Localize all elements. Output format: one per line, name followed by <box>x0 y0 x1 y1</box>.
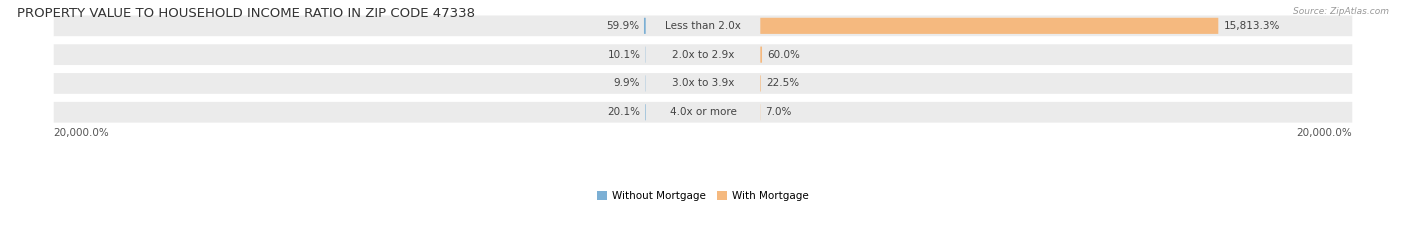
Text: Less than 2.0x: Less than 2.0x <box>665 21 741 31</box>
FancyBboxPatch shape <box>53 44 1353 65</box>
FancyBboxPatch shape <box>761 18 1219 34</box>
Text: 20.1%: 20.1% <box>607 107 640 117</box>
Text: 3.0x to 3.9x: 3.0x to 3.9x <box>672 79 734 89</box>
FancyBboxPatch shape <box>53 102 1353 123</box>
FancyBboxPatch shape <box>53 15 1353 36</box>
Text: 59.9%: 59.9% <box>606 21 638 31</box>
Text: 7.0%: 7.0% <box>766 107 792 117</box>
Text: 20,000.0%: 20,000.0% <box>1296 128 1353 138</box>
FancyBboxPatch shape <box>761 47 762 63</box>
Text: 10.1%: 10.1% <box>607 50 640 60</box>
Text: PROPERTY VALUE TO HOUSEHOLD INCOME RATIO IN ZIP CODE 47338: PROPERTY VALUE TO HOUSEHOLD INCOME RATIO… <box>17 7 475 20</box>
Text: 2.0x to 2.9x: 2.0x to 2.9x <box>672 50 734 60</box>
Text: Source: ZipAtlas.com: Source: ZipAtlas.com <box>1294 7 1389 16</box>
Text: 9.9%: 9.9% <box>614 79 640 89</box>
Text: 15,813.3%: 15,813.3% <box>1223 21 1279 31</box>
Text: 4.0x or more: 4.0x or more <box>669 107 737 117</box>
FancyBboxPatch shape <box>53 73 1353 94</box>
FancyBboxPatch shape <box>644 18 645 34</box>
Text: 20,000.0%: 20,000.0% <box>53 128 110 138</box>
Legend: Without Mortgage, With Mortgage: Without Mortgage, With Mortgage <box>593 187 813 205</box>
Text: 60.0%: 60.0% <box>768 50 800 60</box>
Text: 22.5%: 22.5% <box>766 79 799 89</box>
